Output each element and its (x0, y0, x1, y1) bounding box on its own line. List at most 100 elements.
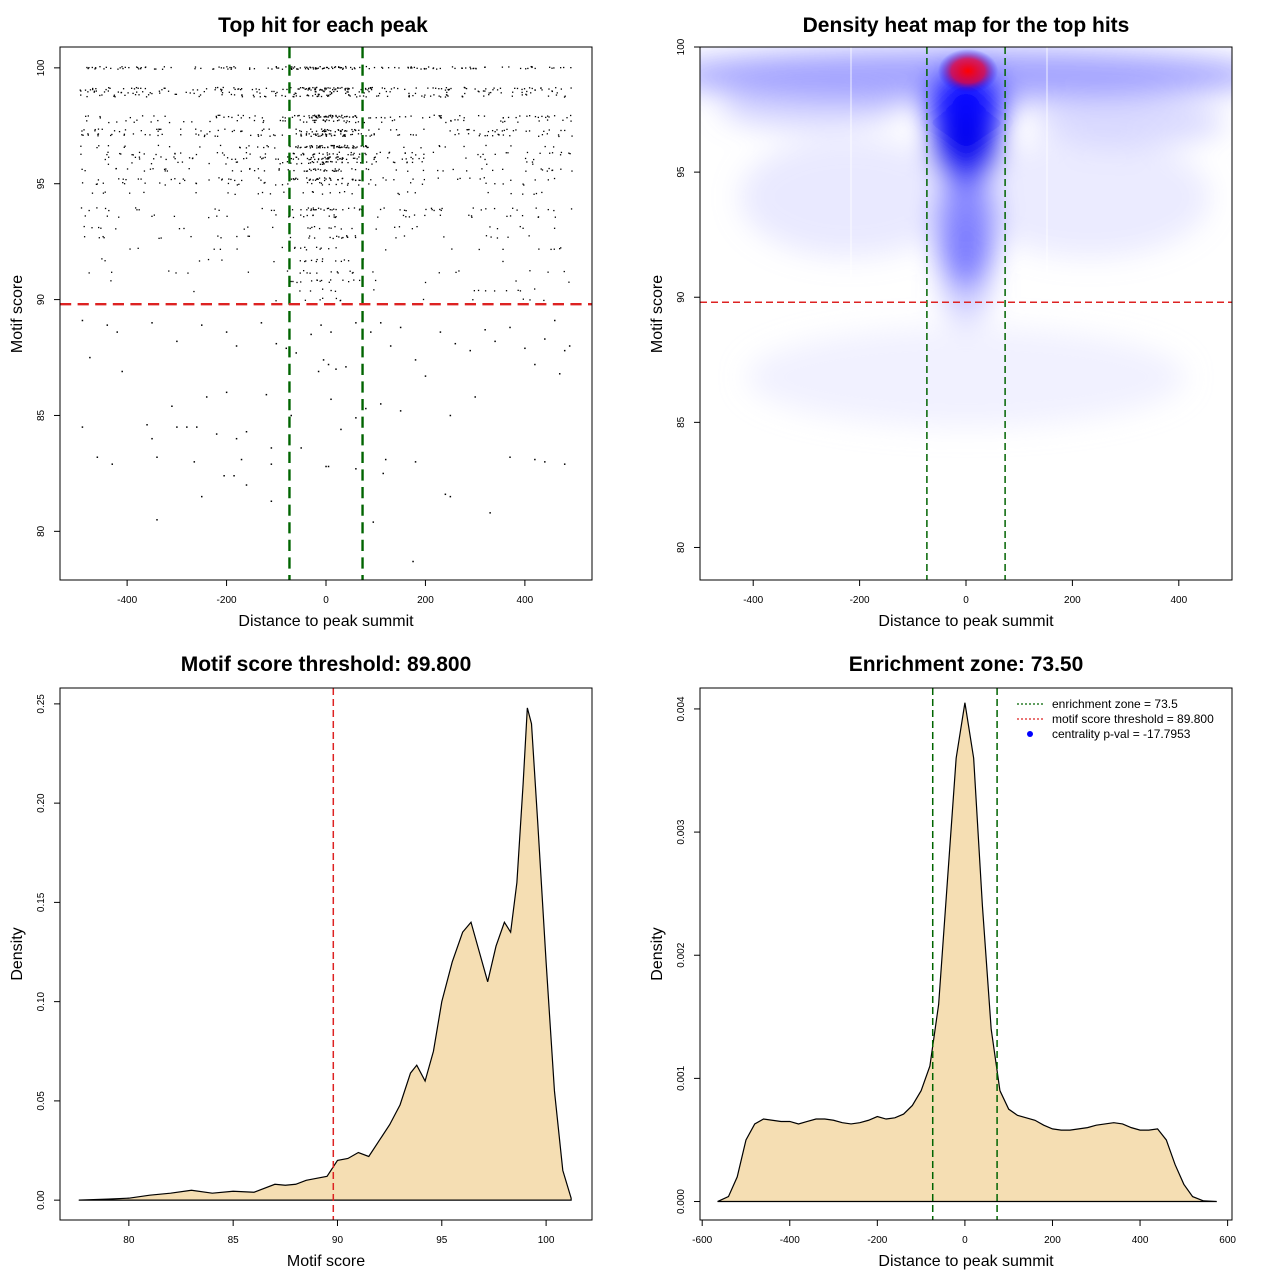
scatter-point (235, 345, 238, 347)
scatter-point (312, 119, 314, 122)
scatter-point (502, 117, 504, 119)
scatter-point (502, 134, 505, 136)
scatter-point (525, 93, 527, 95)
scatter-point (446, 91, 448, 94)
scatter-point (129, 192, 131, 194)
scatter-point (278, 168, 280, 170)
scatter-point (498, 134, 500, 136)
scatter-point (325, 134, 327, 137)
scatter-point (293, 178, 295, 181)
scatter-point (560, 129, 562, 132)
scatter-point (320, 279, 323, 282)
scatter-point (321, 130, 324, 132)
scatter-point (490, 91, 492, 94)
scatter-point (225, 391, 228, 394)
scatter-point (317, 115, 320, 117)
scatter-point (330, 279, 332, 281)
scatter-point (241, 94, 243, 96)
scatter-point (91, 192, 94, 194)
scatter-point (290, 414, 292, 417)
scatter-point (235, 161, 238, 163)
y-tick-label: 100 (36, 59, 47, 76)
scatter-point (365, 135, 367, 137)
scatter-point (324, 128, 326, 131)
scatter-point (491, 135, 494, 137)
scatter-point (330, 289, 332, 292)
scatter-point (242, 114, 244, 117)
scatter-point (432, 87, 434, 89)
scatter-point (325, 66, 328, 69)
scatter-point (149, 168, 152, 170)
scatter-point (365, 145, 367, 147)
scatter-point (346, 184, 349, 186)
scatter-point (175, 272, 177, 274)
scatter-point (564, 129, 566, 132)
scatter-point (275, 92, 277, 95)
scatter-point (340, 260, 343, 263)
scatter-point (333, 214, 335, 216)
scatter-point (174, 178, 176, 180)
scatter-point (228, 91, 230, 93)
scatter-point (510, 192, 512, 195)
scatter-point (315, 260, 318, 263)
scatter-point (397, 192, 399, 195)
scatter-point (215, 433, 218, 435)
scatter-point (225, 163, 227, 165)
scatter-point (86, 66, 88, 69)
scatter-point (533, 193, 535, 195)
scatter-point (120, 91, 123, 94)
scatter-point (484, 329, 486, 331)
scatter-point (315, 134, 317, 137)
scatter-point (450, 87, 452, 90)
scatter-point (299, 146, 301, 149)
scatter-point (359, 208, 361, 210)
scatter-point (221, 92, 224, 94)
scatter-point (333, 144, 335, 147)
panel-enrichment-density: Enrichment zone: 73.50 Distance to peak … (649, 653, 1236, 1270)
scatter-point (350, 66, 352, 69)
scatter-point (335, 115, 337, 118)
scatter-point (348, 116, 351, 118)
scatter-point (362, 146, 365, 148)
scatter-point (344, 144, 346, 147)
scatter-point (500, 92, 502, 94)
scatter-point (317, 158, 320, 160)
scatter-point (129, 116, 132, 119)
scatter-point (201, 495, 203, 498)
scatter-point (516, 209, 518, 211)
scatter-point (190, 235, 192, 238)
density-area-3 (78, 707, 572, 1201)
scatter-point (472, 67, 474, 70)
scatter-point (118, 178, 120, 180)
scatter-point (315, 68, 317, 70)
scatter-point (328, 281, 330, 283)
scatter-point (469, 177, 471, 179)
scatter-point (156, 128, 158, 131)
scatter-point (412, 158, 414, 160)
scatter-point (261, 191, 264, 194)
scatter-point (344, 116, 346, 118)
scatter-point (341, 182, 343, 185)
scatter-point (315, 91, 317, 93)
scatter-point (516, 87, 519, 90)
scatter-point (268, 128, 270, 130)
scatter-point (119, 152, 121, 155)
scatter-point (300, 214, 302, 216)
scatter-point (342, 135, 344, 137)
scatter-point (321, 133, 324, 136)
scatter-point (156, 456, 158, 458)
scatter-point (312, 207, 314, 209)
x-tick-label: 200 (1044, 1235, 1061, 1246)
scatter-point (348, 121, 351, 123)
scatter-point (264, 95, 266, 98)
x-tick-label: 95 (436, 1235, 448, 1246)
scatter-point (333, 146, 335, 148)
scatter-point (140, 87, 142, 89)
scatter-point (161, 133, 163, 136)
scatter-point (139, 68, 142, 70)
scatter-point (317, 117, 319, 119)
scatter-point (178, 228, 181, 230)
scatter-point (187, 272, 189, 274)
scatter-point (300, 162, 303, 165)
scatter-point (369, 135, 371, 137)
